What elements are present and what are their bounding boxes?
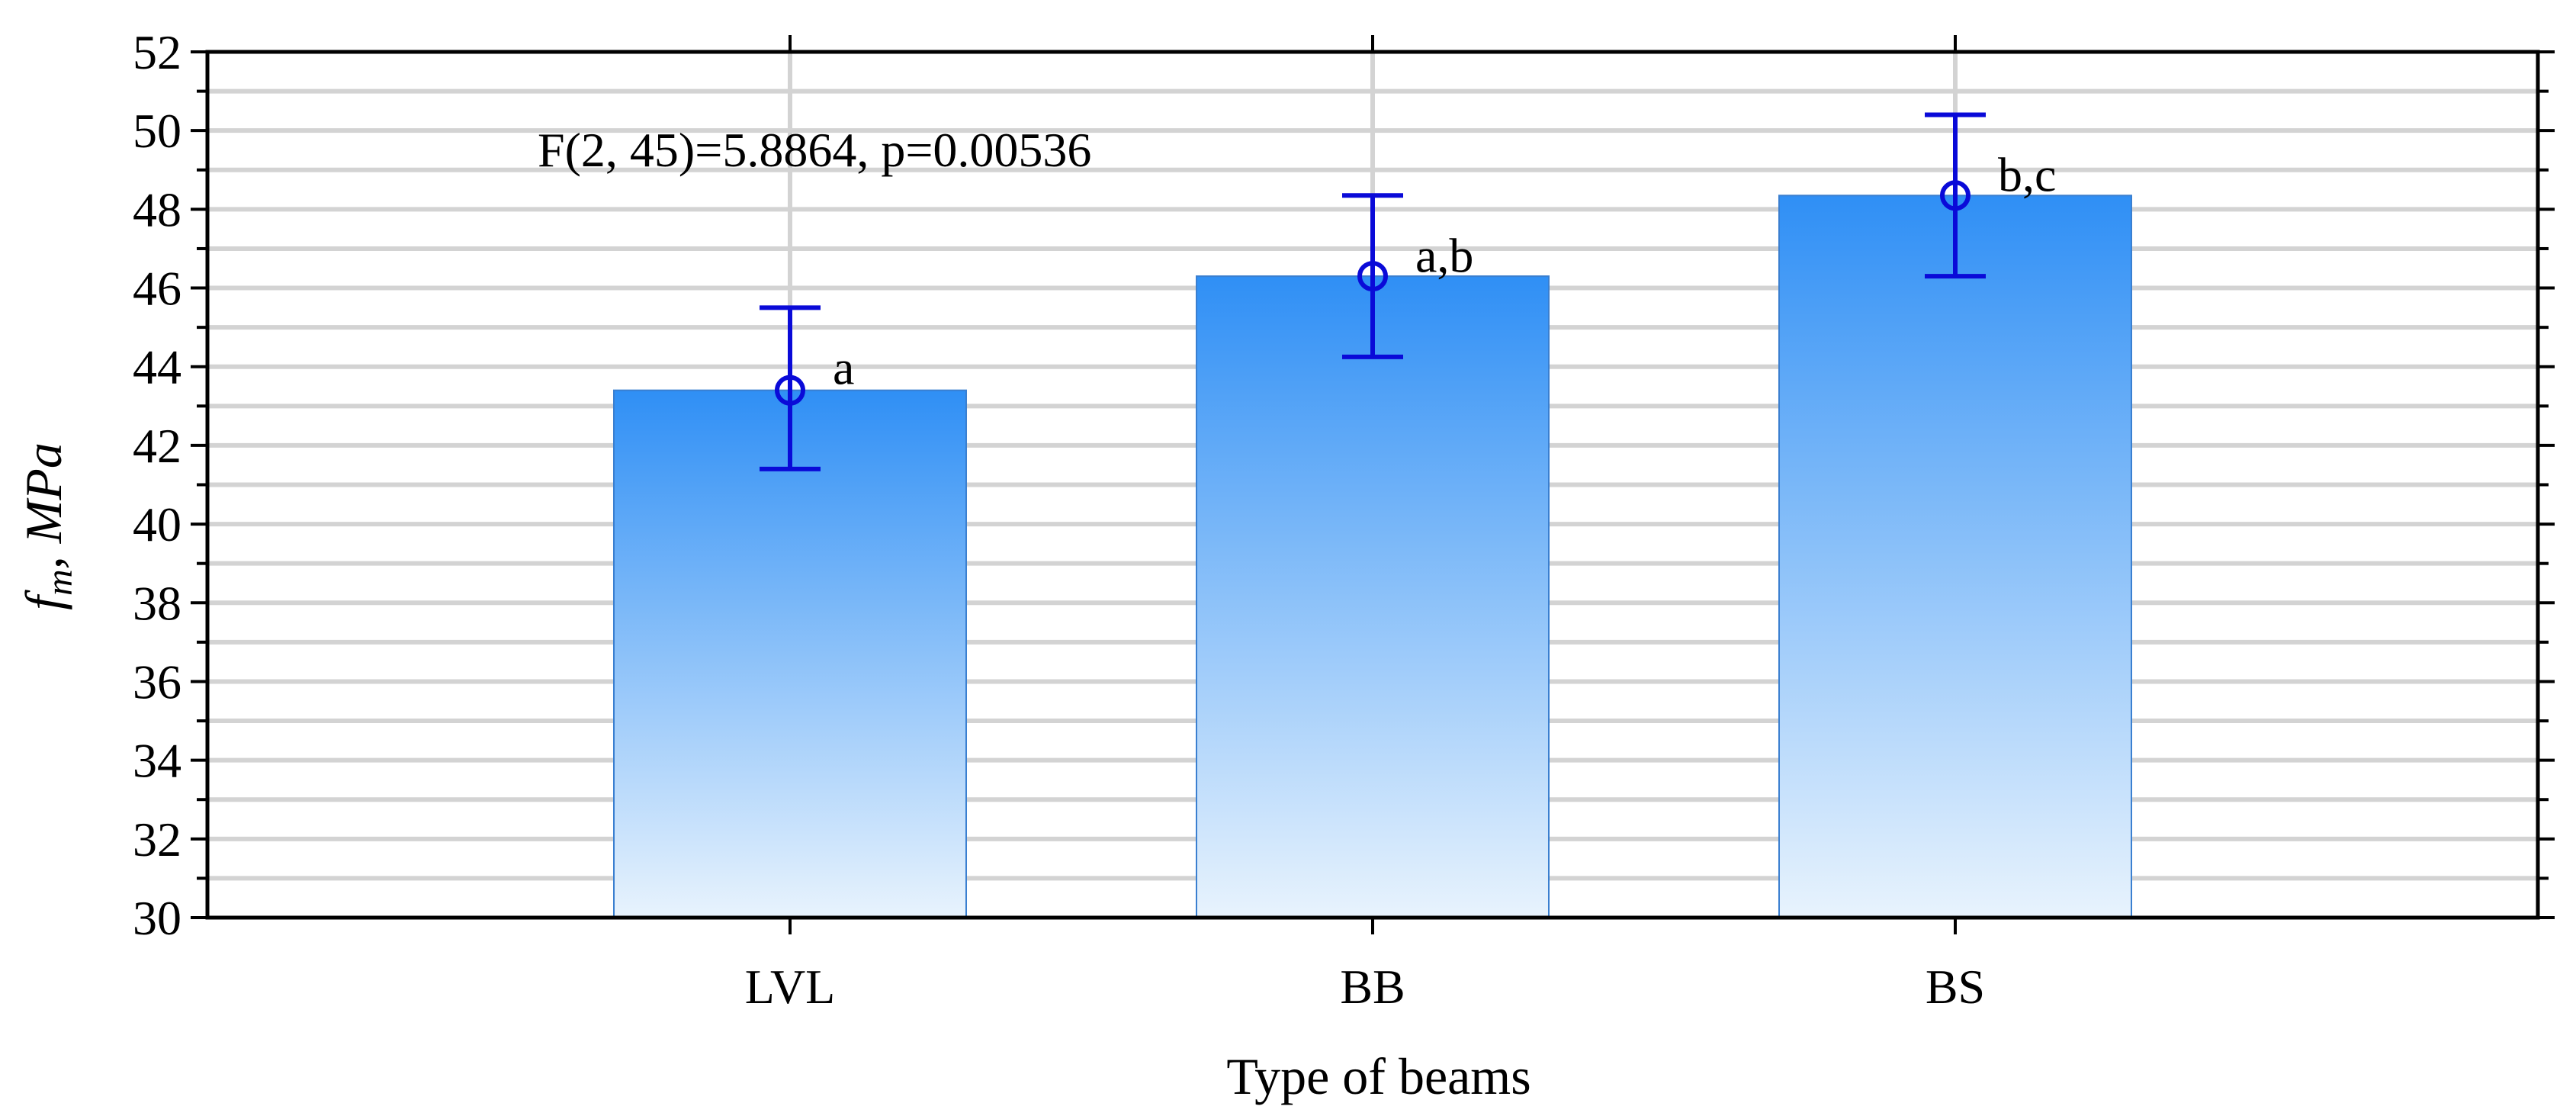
y-tick-label: 30 — [133, 891, 181, 945]
mean-marker — [775, 375, 805, 406]
error-bar-bs — [1925, 112, 1986, 279]
y-tick-label: 50 — [133, 104, 181, 158]
x-tick-label-bb: BB — [1340, 960, 1405, 1014]
x-tick-label-lvl: LVL — [745, 960, 836, 1014]
y-tick-label: 48 — [133, 182, 181, 236]
y-tick-label: 44 — [133, 340, 181, 394]
group-label-bb: a,b — [1415, 228, 1473, 282]
y-tick-label: 40 — [133, 497, 181, 551]
y-tick-label: 36 — [133, 654, 181, 709]
error-bars — [760, 112, 1986, 471]
y-axis-title-unit: , MPa — [14, 442, 72, 569]
y-tick-label: 42 — [133, 419, 181, 473]
bar-bb — [1196, 275, 1550, 918]
y-axis-title: fm, MPa — [14, 442, 80, 610]
error-bar-lvl — [760, 305, 821, 471]
anova-annotation: F(2, 45)=5.8864, p=0.00536 — [538, 123, 1091, 177]
x-tick-label-bs: BS — [1926, 960, 1985, 1014]
x-axis-title: Type of beams — [1226, 1047, 1531, 1105]
group-label-bs: b,c — [1998, 148, 2056, 202]
bar-lvl — [613, 389, 967, 918]
bars — [613, 195, 2132, 918]
y-tick-label: 46 — [133, 262, 181, 316]
y-axis-title-subscript: m — [40, 569, 80, 596]
labels: F(2, 45)=5.8864, p=0.00536 Type of beams… — [14, 25, 2056, 1105]
y-tick-label: 52 — [133, 25, 181, 79]
mean-marker — [1357, 261, 1388, 292]
group-label-lvl: a — [833, 340, 854, 394]
bar-bs — [1778, 195, 2132, 918]
error-bar-bb — [1342, 193, 1403, 359]
y-tick-label: 38 — [133, 576, 181, 630]
svg-text:fm, MPa: fm, MPa — [14, 442, 80, 610]
axes — [191, 35, 2555, 934]
y-tick-label: 34 — [133, 734, 181, 788]
y-tick-label: 32 — [133, 812, 181, 867]
mean-marker — [1940, 180, 1971, 211]
